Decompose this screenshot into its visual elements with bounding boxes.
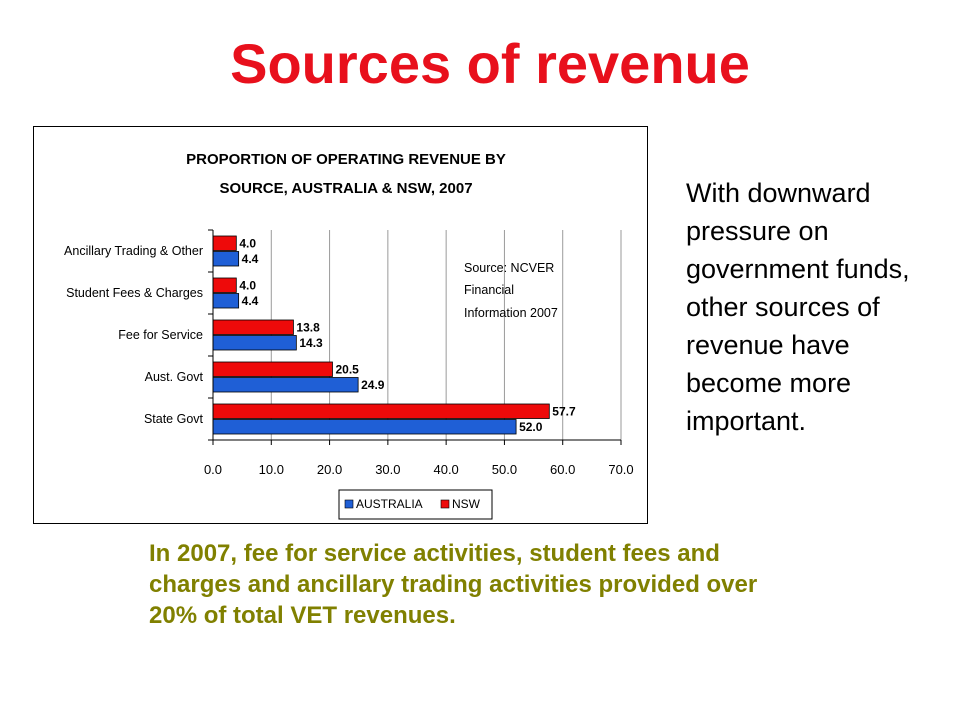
bar-nsw-student-fees-charges bbox=[212, 277, 237, 293]
chart-legend: AUSTRALIA NSW bbox=[338, 489, 493, 520]
category-label-ancillary-trading-other: Ancillary Trading & Other bbox=[64, 244, 203, 258]
bar-australia-state-govt bbox=[212, 419, 517, 435]
data-label-nsw-ancillary-trading-other: 4.0 bbox=[239, 237, 256, 251]
data-label-nsw-fee-for-service: 13.8 bbox=[296, 321, 320, 335]
bar-nsw-fee-for-service bbox=[212, 319, 294, 335]
x-tick-label: 50.0 bbox=[492, 462, 517, 477]
data-label-nsw-state-govt: 57.7 bbox=[552, 405, 576, 419]
legend-swatch-australia bbox=[344, 499, 354, 509]
category-label-state-govt: State Govt bbox=[144, 412, 204, 426]
legend-box bbox=[338, 489, 493, 520]
gridlines bbox=[270, 230, 622, 440]
slide-title: Sources of revenue bbox=[230, 32, 750, 95]
bar-australia-student-fees-charges bbox=[212, 293, 240, 309]
bar-nsw-state-govt bbox=[212, 403, 550, 419]
category-label-aust-govt: Aust. Govt bbox=[145, 370, 204, 384]
data-label-nsw-student-fees-charges: 4.0 bbox=[239, 279, 256, 293]
bar-australia-fee-for-service bbox=[212, 335, 297, 351]
x-tick-label: 60.0 bbox=[550, 462, 575, 477]
bar-nsw-ancillary-trading-other bbox=[212, 235, 237, 251]
legend-swatch-nsw bbox=[440, 499, 450, 509]
x-tick-label: 0.0 bbox=[204, 462, 222, 477]
x-tick-label: 70.0 bbox=[608, 462, 633, 477]
bottom-note: In 2007, fee for service activities, stu… bbox=[149, 540, 758, 629]
x-tick-label: 10.0 bbox=[259, 462, 284, 477]
data-label-nsw-aust-govt: 20.5 bbox=[335, 363, 359, 377]
bar-chart: PROPORTION OF OPERATING REVENUE BY SOURC… bbox=[64, 151, 634, 520]
annotation-line-1: Source: NCVER bbox=[464, 261, 554, 275]
bar-australia-ancillary-trading-other bbox=[212, 251, 240, 267]
chart-frame: PROPORTION OF OPERATING REVENUE BY SOURC… bbox=[33, 126, 648, 524]
legend-label-nsw: NSW bbox=[452, 497, 481, 511]
category-label-fee-for-service: Fee for Service bbox=[118, 328, 203, 342]
x-tick-label: 40.0 bbox=[433, 462, 458, 477]
data-label-australia-state-govt: 52.0 bbox=[519, 420, 543, 434]
side-note: With downward pressure on government fun… bbox=[686, 178, 910, 436]
data-label-australia-aust-govt: 24.9 bbox=[361, 378, 385, 392]
bar-nsw-aust-govt bbox=[212, 361, 333, 377]
x-tick-label: 30.0 bbox=[375, 462, 400, 477]
annotation-line-3: Information 2007 bbox=[464, 306, 558, 320]
data-label-australia-ancillary-trading-other: 4.4 bbox=[242, 252, 259, 266]
axes: 0.0 10.0 20.0 30.0 40.0 50.0 60.0 70.0 Ancillary… bbox=[64, 229, 634, 477]
chart-title-line-2: SOURCE, AUSTRALIA & NSW, 2007 bbox=[219, 180, 472, 197]
data-label-australia-student-fees-charges: 4.4 bbox=[242, 294, 259, 308]
bar-australia-aust-govt bbox=[212, 377, 359, 393]
x-tick-label: 20.0 bbox=[317, 462, 342, 477]
data-label-australia-fee-for-service: 14.3 bbox=[299, 336, 323, 350]
source-annotation: Source: NCVER Financial Information 2007 bbox=[464, 261, 558, 320]
category-label-student-fees-charges: Student Fees & Charges bbox=[66, 286, 203, 300]
chart-title-line-1: PROPORTION OF OPERATING REVENUE BY bbox=[186, 151, 506, 168]
annotation-line-2: Financial bbox=[464, 283, 514, 297]
legend-label-australia: AUSTRALIA bbox=[356, 497, 423, 511]
